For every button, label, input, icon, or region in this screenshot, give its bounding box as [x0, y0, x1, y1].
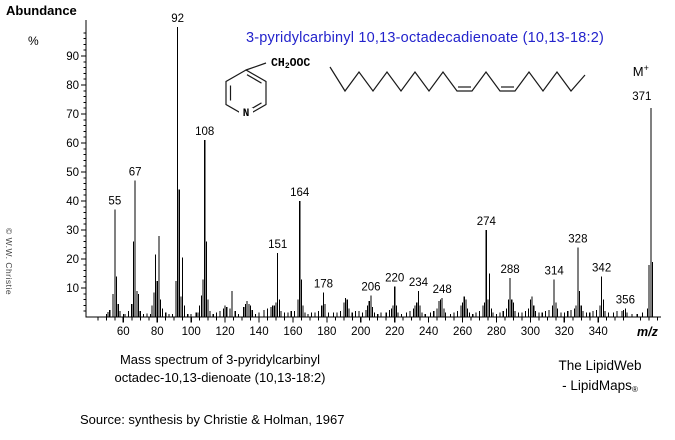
- svg-text:140: 140: [249, 326, 268, 338]
- svg-text:Abundance: Abundance: [6, 3, 77, 18]
- svg-text:80: 80: [151, 326, 164, 338]
- svg-text:M+: M+: [633, 63, 649, 79]
- svg-text:371: 371: [632, 91, 651, 103]
- svg-text:342: 342: [592, 262, 611, 274]
- svg-text:220: 220: [385, 273, 404, 285]
- svg-text:90: 90: [66, 51, 79, 63]
- svg-text:164: 164: [290, 187, 310, 199]
- svg-text:288: 288: [500, 264, 519, 276]
- brand-line-2-text: - LipidMaps: [562, 378, 632, 393]
- svg-text:60: 60: [117, 326, 130, 338]
- svg-text:92: 92: [171, 13, 184, 25]
- source-caption: Source: synthesis by Christie & Holman, …: [80, 412, 345, 427]
- registered-mark: ®: [631, 385, 638, 394]
- svg-text:328: 328: [568, 233, 587, 245]
- svg-text:340: 340: [589, 326, 608, 338]
- svg-text:178: 178: [314, 278, 333, 290]
- brand-line-2: - LipidMaps®: [535, 378, 665, 394]
- svg-text:180: 180: [317, 326, 336, 338]
- svg-text:234: 234: [409, 277, 429, 289]
- svg-text:70: 70: [66, 109, 79, 121]
- svg-text:220: 220: [385, 326, 404, 338]
- compound-title: 3-pyridylcarbinyl 10,13-octadecadienoate…: [245, 30, 604, 46]
- caption-line-1: Mass spectrum of 3-pyridylcarbinyl: [119, 352, 321, 367]
- svg-text:m/z: m/z: [637, 325, 659, 339]
- svg-text:206: 206: [361, 281, 380, 293]
- svg-text:67: 67: [129, 167, 142, 179]
- svg-text:274: 274: [477, 216, 497, 228]
- svg-text:300: 300: [521, 326, 540, 338]
- copyright-watermark: © W.W. Christie: [4, 228, 14, 296]
- ester-group-label: CH2OOC: [270, 57, 312, 71]
- svg-text:314: 314: [545, 265, 565, 277]
- svg-text:10: 10: [66, 283, 79, 295]
- svg-text:80: 80: [66, 80, 79, 92]
- svg-text:320: 320: [555, 326, 574, 338]
- svg-text:120: 120: [215, 326, 234, 338]
- svg-text:100: 100: [182, 326, 201, 338]
- svg-text:151: 151: [268, 239, 287, 251]
- svg-text:160: 160: [283, 326, 302, 338]
- ester-prefix: CH: [271, 57, 285, 70]
- svg-text:248: 248: [433, 284, 452, 296]
- svg-text:55: 55: [108, 196, 121, 208]
- svg-text:108: 108: [195, 126, 214, 138]
- caption-line-2: octadec-10,13-dienoate (10,13-18:2): [114, 370, 326, 385]
- svg-text:50: 50: [66, 167, 79, 179]
- pyridine-nitrogen-label: N: [239, 108, 253, 120]
- svg-text:280: 280: [487, 326, 506, 338]
- svg-text:200: 200: [351, 326, 370, 338]
- svg-text:20: 20: [66, 254, 79, 266]
- svg-text:60: 60: [66, 138, 79, 150]
- brand-line-1: The LipidWeb: [558, 358, 642, 373]
- svg-text:260: 260: [453, 326, 472, 338]
- svg-text:356: 356: [616, 294, 635, 306]
- ester-suffix: OOC: [289, 57, 311, 70]
- ester-subscript: 2: [284, 62, 290, 71]
- svg-text:240: 240: [419, 326, 438, 338]
- svg-text:30: 30: [66, 225, 79, 237]
- svg-text:40: 40: [66, 196, 79, 208]
- svg-text:%: %: [28, 34, 39, 48]
